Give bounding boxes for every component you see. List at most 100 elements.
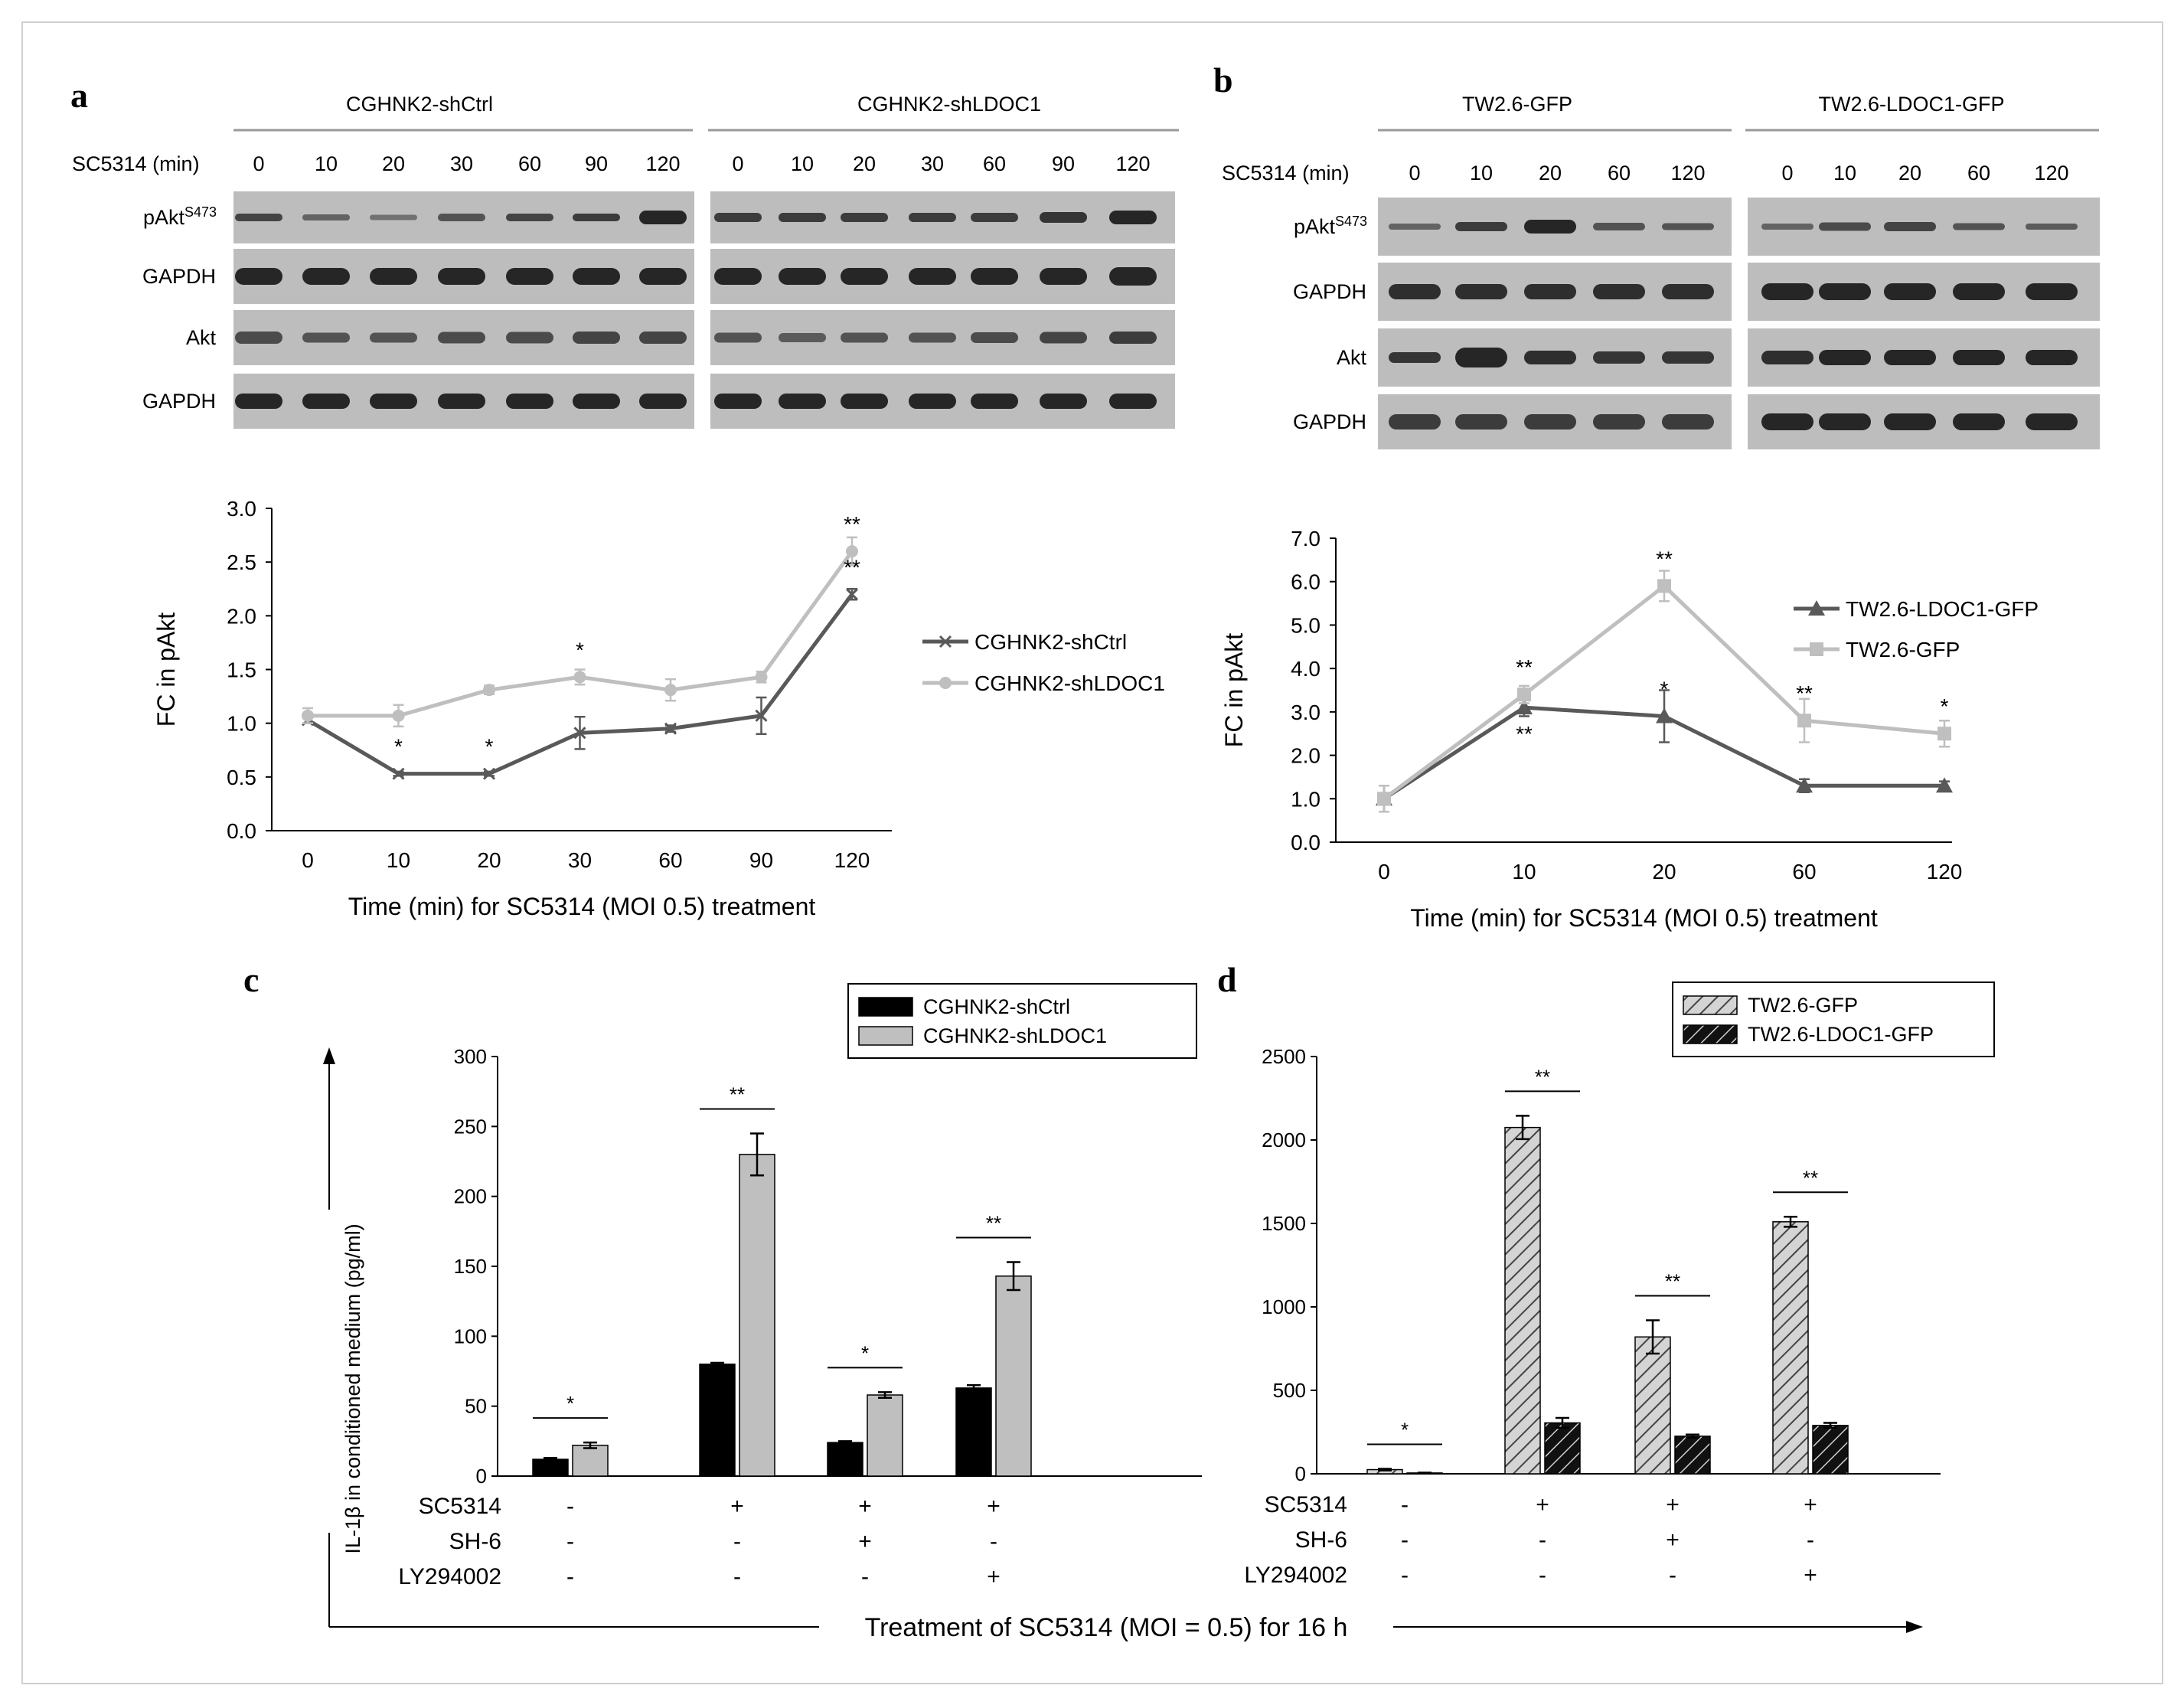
legend-label: TW2.6-GFP [1748,994,1858,1017]
panel-c-letter: c [243,960,259,999]
blot-band [1109,267,1157,286]
panel-a-blot-images [233,191,1175,429]
blot-band [438,394,485,409]
blot-band [779,268,826,285]
panel-b-time-values: 0 10 20 60 120 0 10 20 60 120 [1409,162,2068,185]
data-point [392,709,405,722]
panel-a-time-label: SC5314 (min) [72,152,200,175]
y-tick-label: 5.0 [1291,613,1321,637]
blot-band [370,214,417,220]
y-tick-label: 300 [454,1045,487,1068]
treatment-sign: - [1539,1563,1546,1588]
blot-band [1884,413,1936,430]
blot-band [235,332,282,344]
blot-band [573,214,620,221]
significance-marker: ** [1535,1065,1550,1088]
data-point [1938,727,1951,741]
error-bar [1418,1471,1432,1475]
blot-band [302,268,350,285]
error-bar [750,1132,764,1177]
blot-band [1040,268,1087,285]
lane-time-label: 30 [450,152,473,175]
y-tick-label: 500 [1273,1379,1306,1402]
panel-b-row-labels: pAktS473 GAPDH Akt GAPDH [1293,214,1367,433]
data-point [1936,777,1953,793]
error-bar [1556,1416,1569,1429]
blot-row-label-1: pAktS473 [143,204,217,229]
blot-band [573,332,620,344]
panel-a-group-label-1: CGHNK2-shCtrl [346,93,493,116]
data-point [1377,792,1391,806]
lane-time-label: 20 [1539,162,1562,185]
lane-time-label: 90 [1052,152,1075,175]
significance-marker: ** [1656,547,1673,570]
blot-band [302,214,350,220]
legend-swatch [1683,995,1738,1015]
treatment-sign: - [1807,1527,1814,1553]
x-tick-label: 120 [834,848,870,872]
blot-band [779,213,826,222]
treatment-bottom-label: Treatment of SC5314 (MOI = 0.5) for 16 h [865,1613,1348,1642]
significance-marker: ** [1516,655,1533,679]
blot-band [1455,348,1507,367]
blot-band [971,268,1018,285]
significance-marker: ** [1803,1166,1818,1189]
error-bar [583,1441,597,1449]
blot-band [1953,223,2005,230]
panel-b-time-label: SC5314 (min) [1222,162,1350,185]
panel-b-blots: b TW2.6-GFP TW2.6-LDOC1-GFP SC5314 (min)… [1213,60,2100,449]
x-tick-label: 60 [658,848,682,872]
y-tick-label: 1500 [1262,1212,1306,1235]
blot-band [841,213,888,222]
significance-marker: ** [730,1083,745,1106]
lane-time-label: 30 [921,152,944,175]
blot-band [1389,224,1441,230]
lane-time-label: 120 [1115,152,1150,175]
x-tick-label: 20 [1652,860,1676,884]
y-tick-label: 2500 [1262,1045,1306,1068]
bar [739,1154,775,1477]
blot-band [1662,351,1714,364]
treatment-label: SH-6 [1295,1527,1347,1553]
y-tick-label: 0.5 [227,766,256,789]
bar [1674,1436,1711,1475]
blot-band [1524,351,1576,364]
panel-a-group-label-2: CGHNK2-shLDOC1 [857,93,1041,116]
legend-marker [1808,600,1825,616]
significance-marker: ** [844,555,860,579]
blot-band [1455,222,1507,231]
data-point [482,767,496,780]
data-point [1516,699,1533,715]
blot-band [841,268,888,285]
blot-band [1662,284,1714,299]
bar [995,1275,1032,1477]
figure-frame [21,21,2163,1684]
treatment-sign: - [566,1494,574,1519]
treatment-sign: - [566,1529,574,1554]
x-tick-label: 90 [749,848,773,872]
treatment-sign: + [1804,1563,1817,1588]
blot-band [1819,283,1871,300]
blot-band [779,394,826,409]
data-point [483,684,495,697]
y-tick-label: 250 [454,1115,487,1138]
blot-band [370,268,417,285]
blot-band [1524,414,1576,430]
panel-b-group-label-1: TW2.6-GFP [1462,93,1572,116]
x-tick-label: 60 [1792,860,1816,884]
panel-a-blots: a CGHNK2-shCtrl CGHNK2-shLDOC1 SC5314 (m… [70,76,1179,429]
data-point [664,684,677,697]
y-tick-label: 1.5 [227,658,256,682]
blot-band [438,268,485,285]
significance-marker: * [394,735,403,759]
blot-row-label-3: Akt [1337,346,1367,369]
treatment-label: SC5314 [419,1494,501,1519]
y-tick-label: 4.0 [1291,657,1321,681]
blot-band [909,394,956,409]
significance-marker: * [1660,678,1669,701]
blot-band [1040,212,1087,223]
blot-band [1455,284,1507,299]
blot-band [1455,414,1507,430]
blot-band [1593,414,1645,430]
blot-band [639,332,687,344]
